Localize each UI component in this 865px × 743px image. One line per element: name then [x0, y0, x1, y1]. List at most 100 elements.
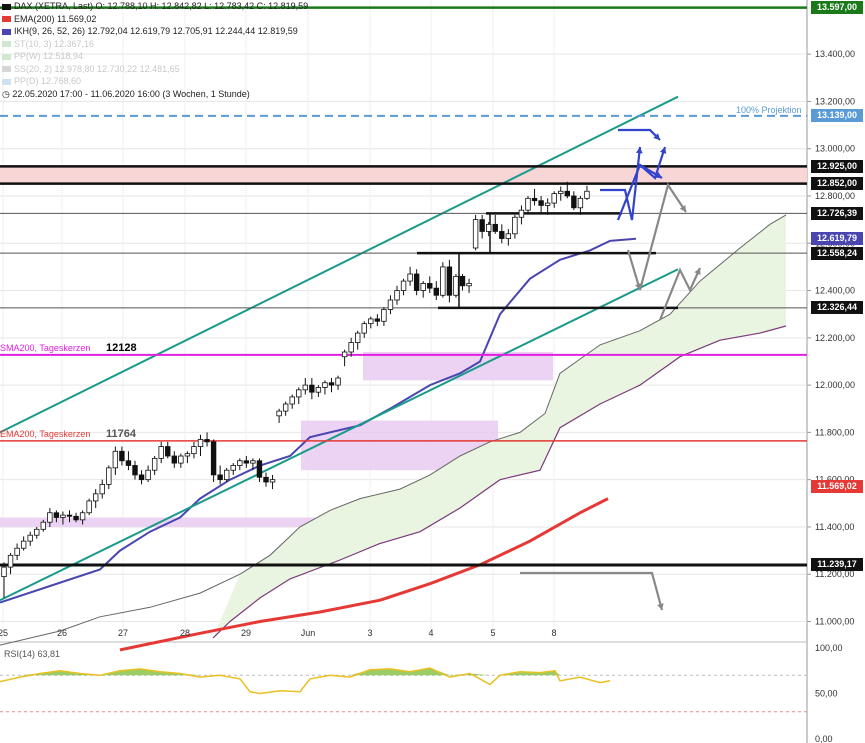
- candle: [453, 273, 459, 298]
- candle-body: [112, 450, 119, 469]
- candle: [151, 456, 158, 475]
- candle-body: [492, 223, 498, 232]
- candle-body: [459, 275, 466, 287]
- candle-body: [289, 396, 295, 405]
- price-badge: 12.326,44: [811, 301, 863, 315]
- candle: [217, 465, 223, 485]
- candle: [60, 511, 66, 525]
- candle-body: [381, 309, 387, 322]
- candle-body: [577, 197, 584, 209]
- candle-body: [86, 500, 92, 514]
- candle: [165, 441, 171, 459]
- candle-body: [66, 514, 73, 517]
- candle: [276, 408, 282, 423]
- rsi-panel: 100,00 50,00 0,00 RSI(14) 63,81: [0, 643, 843, 743]
- candle-body: [276, 410, 282, 417]
- candle: [485, 221, 492, 237]
- candle-body: [223, 469, 230, 481]
- candle: [446, 259, 453, 303]
- candle: [119, 446, 125, 466]
- chart-legend: DAX (XETRA, Last) O: 12.788,10 H: 12.842…: [2, 0, 308, 100]
- candle: [472, 214, 479, 251]
- y-tick-label: 11.000,00: [815, 617, 854, 627]
- grey-arrow-2-head: [694, 268, 701, 275]
- price-badge: 11.239,17: [811, 558, 863, 572]
- candle-body: [243, 460, 250, 464]
- rsi-tick-label: 100,00: [815, 643, 843, 653]
- candle-body: [440, 266, 446, 296]
- rsi-panel-bg: [0, 644, 807, 743]
- candle-body: [368, 318, 374, 325]
- candle: [250, 458, 256, 471]
- candle-body: [544, 202, 551, 206]
- x-tick-label: 26: [57, 628, 67, 638]
- y-tick-label: 11.400,00: [815, 522, 854, 532]
- candle: [223, 467, 230, 483]
- blue-arrow-up-head: [635, 147, 643, 154]
- candle-body: [499, 231, 505, 239]
- grey-arrow-down: [626, 249, 642, 291]
- candle-body: [538, 200, 544, 206]
- candle: [47, 508, 53, 527]
- price-badge: 12.852,00: [811, 177, 863, 191]
- candle: [381, 307, 387, 326]
- projection-label: 100% Projektion: [736, 105, 802, 115]
- candle: [125, 451, 132, 471]
- blue-arrow-up: [600, 146, 642, 221]
- candle: [368, 316, 374, 329]
- y-tick-label: 12.200,00: [815, 333, 855, 343]
- channel-lower-line: [0, 268, 679, 602]
- blue-arrow-2-head: [655, 171, 662, 178]
- candle: [204, 432, 210, 447]
- y-tick-label: 13.000,00: [815, 144, 855, 154]
- candle: [171, 451, 177, 468]
- candle: [374, 314, 381, 326]
- price-badge: 12.726,39: [811, 206, 863, 220]
- candle-body: [250, 460, 256, 464]
- candle-body: [151, 457, 158, 471]
- y-tick-label: 11.800,00: [815, 427, 854, 437]
- price-badge: 13.139,00: [811, 109, 863, 123]
- candle: [407, 266, 413, 286]
- x-tick-label: 3: [367, 628, 372, 638]
- candle: [184, 451, 191, 464]
- candle-body: [93, 493, 99, 502]
- candle: [518, 205, 525, 225]
- candle: [191, 441, 197, 459]
- x-tick-label: 8: [551, 628, 556, 638]
- candle: [309, 378, 315, 400]
- candle-body: [407, 273, 413, 282]
- candle-body: [132, 465, 138, 476]
- candle-body: [256, 460, 263, 478]
- candle-body: [472, 219, 479, 249]
- candle: [106, 465, 112, 490]
- y-tick-label: 12.800,00: [815, 191, 855, 201]
- ikh-kijun-line: [0, 237, 637, 604]
- candle: [269, 474, 276, 490]
- legend-ss: SS(20, 2) 12.978,80 12.730,22 12.481,65: [2, 63, 308, 76]
- candle-body: [479, 219, 485, 232]
- sma200-value-label: 12128: [106, 342, 137, 354]
- candle-body: [47, 512, 53, 523]
- candle: [538, 195, 544, 213]
- candle-body: [512, 216, 518, 235]
- candle-body: [348, 342, 354, 353]
- candle: [14, 543, 20, 561]
- candle-body: [263, 476, 269, 483]
- ichimoku-cloud: [213, 214, 786, 638]
- candle-body: [197, 439, 204, 447]
- projection-arrow-layer: [520, 128, 702, 611]
- candle-body: [14, 547, 20, 556]
- candle: [73, 512, 79, 523]
- candle: [499, 224, 505, 244]
- candle: [289, 394, 295, 409]
- candle: [394, 285, 400, 305]
- grey-arrow-low: [520, 571, 664, 611]
- candle-body: [165, 446, 171, 457]
- candle-body: [453, 275, 459, 296]
- candle-body: [322, 382, 328, 388]
- candle-body: [171, 455, 177, 464]
- candle-body: [394, 290, 400, 301]
- candle-body: [7, 554, 14, 568]
- candle-body: [145, 469, 151, 481]
